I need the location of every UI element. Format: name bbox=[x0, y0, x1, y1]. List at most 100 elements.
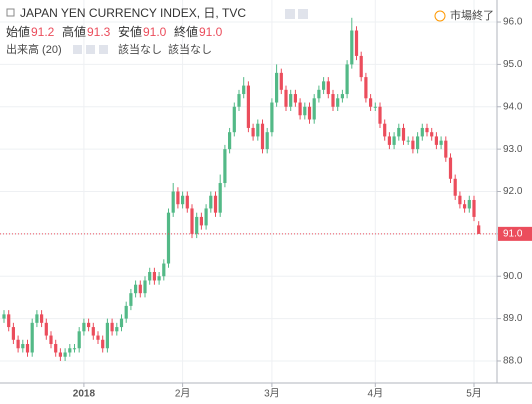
ohlc-value: 91.0 bbox=[199, 25, 223, 39]
volume-label: 出来高 (20) bbox=[6, 42, 62, 56]
candle-body bbox=[96, 335, 100, 340]
candle-body bbox=[289, 94, 293, 107]
candle-body bbox=[190, 208, 194, 234]
candle-body bbox=[11, 327, 15, 340]
collapse-icon[interactable] bbox=[6, 8, 15, 17]
candle-body bbox=[91, 327, 95, 336]
candle-body bbox=[373, 106, 377, 108]
candle-body bbox=[21, 344, 25, 349]
candle-body bbox=[68, 348, 72, 353]
candle-body bbox=[185, 195, 189, 209]
candle-body bbox=[439, 140, 443, 145]
candle-body bbox=[129, 293, 133, 306]
candle-body bbox=[87, 322, 91, 328]
candle-body bbox=[40, 314, 44, 323]
candle-body bbox=[213, 195, 218, 213]
close-icon[interactable] bbox=[298, 9, 308, 19]
candle-body bbox=[472, 199, 476, 217]
y-tick-label: 92.0 bbox=[503, 186, 523, 197]
candle-body bbox=[279, 72, 283, 90]
candle-body bbox=[176, 191, 180, 205]
candle-body bbox=[171, 191, 175, 213]
candle-body bbox=[364, 77, 368, 99]
volume-icon[interactable] bbox=[86, 45, 95, 54]
candle-body bbox=[448, 157, 453, 179]
candle-body bbox=[124, 305, 128, 319]
candle-body bbox=[115, 327, 119, 332]
candle-body bbox=[72, 348, 77, 350]
candle-body bbox=[416, 136, 420, 150]
candle-body bbox=[134, 284, 138, 294]
candle-body bbox=[387, 136, 391, 145]
candle-body bbox=[354, 30, 359, 56]
candle-body bbox=[35, 314, 39, 323]
candle-body bbox=[148, 271, 152, 281]
candle-body bbox=[336, 98, 340, 107]
candle-body bbox=[16, 339, 20, 349]
candle-body bbox=[49, 335, 53, 345]
symbol-title: JAPAN YEN CURRENCY INDEX, 日, TVC bbox=[20, 6, 246, 20]
candle-body bbox=[392, 136, 396, 145]
candle-body bbox=[251, 127, 255, 137]
candle-body bbox=[143, 280, 147, 294]
x-tick-label: 3月 bbox=[264, 388, 280, 400]
y-tick-label: 88.0 bbox=[503, 356, 523, 367]
candle-body bbox=[275, 72, 279, 103]
candle-body bbox=[2, 314, 6, 319]
header: JAPAN YEN CURRENCY INDEX, 日, TVC 市場終了 始値… bbox=[6, 6, 494, 56]
last-price-label: 91.0 bbox=[503, 229, 523, 240]
candle-body bbox=[7, 314, 11, 328]
volume-icon[interactable] bbox=[73, 45, 82, 54]
candle-body bbox=[265, 132, 269, 150]
candle-body bbox=[420, 127, 424, 137]
ohlc-value: 91.2 bbox=[31, 25, 55, 39]
candle-body bbox=[157, 276, 161, 281]
candle-body bbox=[195, 216, 199, 234]
candle-body bbox=[303, 106, 307, 116]
ohlc-label: 始値 bbox=[6, 24, 30, 39]
candle-body bbox=[63, 352, 67, 357]
candle-body bbox=[458, 195, 462, 205]
candle-body bbox=[223, 149, 227, 184]
x-tick-label: 5月 bbox=[466, 388, 482, 400]
candle-body bbox=[434, 136, 438, 145]
settings-icon[interactable] bbox=[285, 9, 295, 19]
candle-body bbox=[284, 89, 288, 107]
candle-body bbox=[152, 271, 156, 281]
candle-body bbox=[340, 94, 344, 99]
candle-body bbox=[369, 98, 373, 107]
volume-value: 該当なし bbox=[168, 42, 212, 56]
candle-body bbox=[430, 132, 434, 137]
y-tick-label: 93.0 bbox=[503, 144, 523, 155]
candle-body bbox=[359, 55, 363, 78]
y-tick-label: 89.0 bbox=[503, 313, 523, 324]
x-tick-label: 2月 bbox=[175, 388, 191, 400]
volume-value: 該当なし bbox=[118, 42, 162, 56]
ohlc-label: 終値 bbox=[174, 24, 198, 39]
candle-body bbox=[242, 85, 246, 95]
candle-body bbox=[119, 318, 124, 328]
candle-body bbox=[105, 322, 109, 349]
ohlc-label: 高値 bbox=[62, 24, 86, 39]
candle-body bbox=[463, 204, 467, 209]
candle-body bbox=[312, 98, 316, 120]
plot-area bbox=[0, 0, 497, 383]
candle-body bbox=[307, 106, 312, 120]
candle-body bbox=[199, 216, 203, 226]
candle-body bbox=[401, 127, 406, 141]
candle-body bbox=[204, 208, 208, 226]
candle-body bbox=[425, 127, 429, 133]
candle-body bbox=[477, 225, 481, 234]
ohlc-value: 91.3 bbox=[87, 25, 111, 39]
candle-body bbox=[322, 81, 326, 90]
ohlc-label: 安値 bbox=[118, 24, 142, 39]
candle-body bbox=[44, 322, 48, 336]
volume-icon[interactable] bbox=[99, 45, 108, 54]
candle-body bbox=[467, 199, 471, 209]
candle-body bbox=[110, 322, 114, 332]
candle-body bbox=[58, 352, 62, 357]
candle-body bbox=[317, 89, 321, 99]
candle-body bbox=[77, 331, 81, 349]
candle-body bbox=[237, 94, 241, 107]
